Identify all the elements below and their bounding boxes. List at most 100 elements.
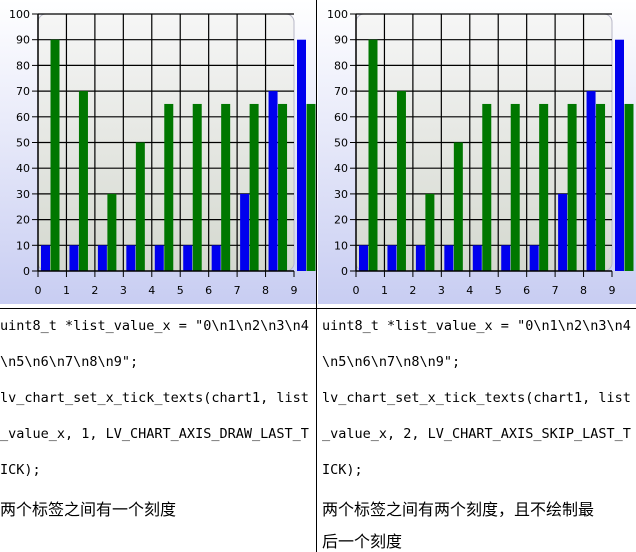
code-line: ICK); <box>322 462 363 478</box>
y-tick-label: 90 <box>334 34 348 47</box>
bar <box>240 193 250 271</box>
x-tick-label: 4 <box>466 284 473 297</box>
bar <box>154 245 164 271</box>
bar <box>278 103 288 271</box>
y-tick-label: 0 <box>23 265 30 278</box>
x-tick-label: 7 <box>552 284 559 297</box>
code-line: _value_x, 1, LV_CHART_AXIS_DRAW_LAST_T <box>0 426 309 442</box>
bar <box>415 245 425 271</box>
bar <box>624 103 634 271</box>
y-tick-label: 60 <box>334 111 348 124</box>
x-tick-label: 6 <box>205 284 212 297</box>
bar <box>249 103 259 271</box>
table-divider-horizontal <box>0 308 636 309</box>
code-line: ICK); <box>0 462 41 478</box>
bar <box>268 91 278 271</box>
x-tick-label: 7 <box>234 284 241 297</box>
x-tick-label: 4 <box>148 284 155 297</box>
description-line: 两个标签之间有一个刻度 <box>0 500 177 519</box>
x-tick-label: 9 <box>609 284 616 297</box>
bar <box>50 39 60 272</box>
bar <box>425 193 435 271</box>
code-line: uint8_t *list_value_x = "0\n1\n2\n3\n4 <box>322 318 631 334</box>
bar <box>596 103 606 271</box>
y-tick-label: 20 <box>16 214 30 227</box>
x-tick-label: 3 <box>120 284 127 297</box>
x-tick-label: 1 <box>63 284 70 297</box>
x-tick-label: 0 <box>353 284 360 297</box>
code-line: lv_chart_set_x_tick_texts(chart1, list <box>322 390 631 406</box>
code-line: \n5\n6\n7\n8\n9"; <box>322 354 461 370</box>
x-tick-label: 5 <box>177 284 184 297</box>
y-tick-label: 90 <box>16 34 30 47</box>
y-tick-label: 50 <box>16 137 30 150</box>
bar <box>567 103 577 271</box>
chart-right: 0 10 20 30 40 50 60 70 80 90 100 0 1 2 3 4 5 6 7 8 9 <box>318 0 636 304</box>
bar <box>510 103 520 271</box>
bar <box>126 245 136 271</box>
y-tick-label: 100 <box>9 8 30 21</box>
bar <box>135 142 145 271</box>
y-tick-label: 60 <box>16 111 30 124</box>
table-divider-vertical <box>316 0 317 552</box>
x-tick-label: 5 <box>495 284 502 297</box>
y-tick-label: 30 <box>16 188 30 201</box>
x-tick-label: 2 <box>409 284 416 297</box>
bar <box>78 91 88 271</box>
y-tick-label: 20 <box>334 214 348 227</box>
bar <box>501 245 511 271</box>
bar <box>164 103 174 271</box>
x-tick-label: 8 <box>262 284 269 297</box>
y-tick-label: 40 <box>334 162 348 175</box>
x-tick-label: 0 <box>35 284 42 297</box>
y-tick-label: 10 <box>16 239 30 252</box>
code-line: _value_x, 2, LV_CHART_AXIS_SKIP_LAST_T <box>322 426 631 442</box>
x-tick-label: 3 <box>438 284 445 297</box>
y-tick-label: 100 <box>327 8 348 21</box>
y-tick-label: 80 <box>16 59 30 72</box>
bar <box>444 245 454 271</box>
y-tick-label: 0 <box>341 265 348 278</box>
description-line: 后一个刻度 <box>322 532 403 551</box>
bar <box>211 245 221 271</box>
bar <box>586 91 596 271</box>
bar <box>97 245 107 271</box>
bar <box>183 245 193 271</box>
x-tick-label: 8 <box>580 284 587 297</box>
y-tick-label: 80 <box>334 59 348 72</box>
y-tick-label: 30 <box>334 188 348 201</box>
bar <box>529 245 539 271</box>
bar <box>482 103 492 271</box>
bar <box>221 103 231 271</box>
y-tick-label: 10 <box>334 239 348 252</box>
bar <box>615 39 624 272</box>
bar <box>41 245 50 271</box>
x-tick-label: 2 <box>91 284 98 297</box>
bar <box>306 103 316 271</box>
x-tick-label: 1 <box>381 284 388 297</box>
bar <box>539 103 549 271</box>
chart-left: 0 10 20 30 40 50 60 70 80 90 100 0 1 2 3 4 5 6 7 8 9 <box>0 0 316 304</box>
bar <box>368 39 378 272</box>
code-line: \n5\n6\n7\n8\n9"; <box>0 354 139 370</box>
code-line: lv_chart_set_x_tick_texts(chart1, list <box>0 390 309 406</box>
code-line: uint8_t *list_value_x = "0\n1\n2\n3\n4 <box>0 318 309 334</box>
bar <box>192 103 202 271</box>
y-tick-label: 40 <box>16 162 30 175</box>
description-line: 两个标签之间有两个刻度，且不绘制最 <box>322 500 595 519</box>
bar <box>297 39 306 272</box>
y-tick-label: 70 <box>16 85 30 98</box>
bar <box>396 91 406 271</box>
bar <box>453 142 463 271</box>
x-tick-label: 6 <box>523 284 530 297</box>
bar <box>107 193 117 271</box>
y-tick-label: 50 <box>334 137 348 150</box>
y-tick-label: 70 <box>334 85 348 98</box>
bar <box>387 245 397 271</box>
bar <box>558 193 568 271</box>
x-tick-label: 9 <box>291 284 298 297</box>
bar <box>69 245 79 271</box>
bar <box>359 245 368 271</box>
bar <box>472 245 482 271</box>
